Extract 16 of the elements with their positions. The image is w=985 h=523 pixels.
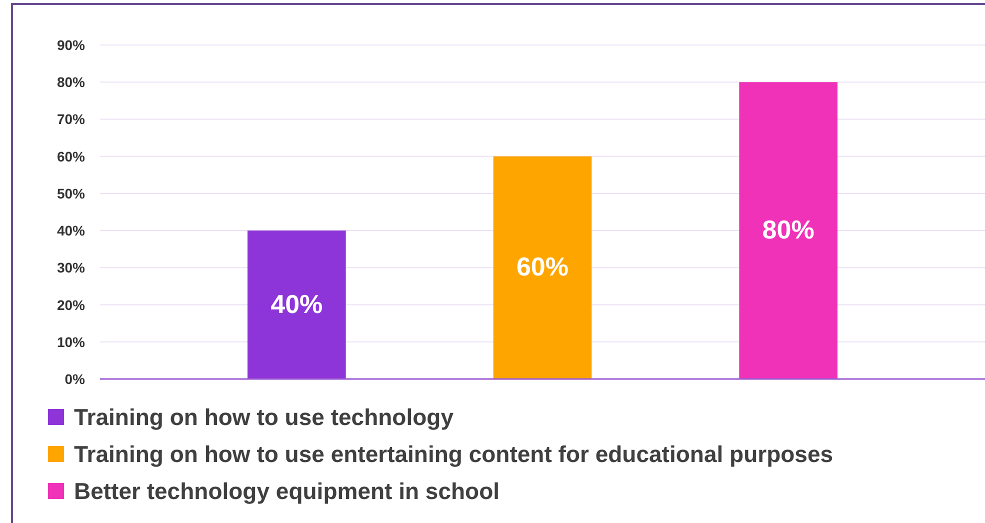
legend-label: Training on how to use technology bbox=[74, 404, 454, 430]
y-tick-label: 90% bbox=[56, 37, 86, 53]
y-tick-label: 10% bbox=[56, 334, 86, 350]
y-tick-label: 0% bbox=[64, 371, 86, 387]
y-tick-label: 40% bbox=[56, 222, 86, 239]
y-tick-label: 20% bbox=[56, 296, 86, 313]
y-tick-label: 60% bbox=[56, 148, 86, 164]
data-label: 40% bbox=[270, 288, 323, 319]
legend-label: Better technology equipment in school bbox=[74, 478, 500, 504]
legend-label: Training on how to use entertaining content for educational purposes bbox=[74, 441, 834, 467]
y-tick-label: 70% bbox=[56, 111, 86, 128]
y-tick-label: 30% bbox=[56, 260, 86, 276]
data-label: 60% bbox=[516, 252, 569, 282]
y-tick-label: 80% bbox=[56, 74, 86, 90]
y-tick-label: 50% bbox=[56, 185, 86, 202]
data-label: 80% bbox=[762, 214, 814, 245]
